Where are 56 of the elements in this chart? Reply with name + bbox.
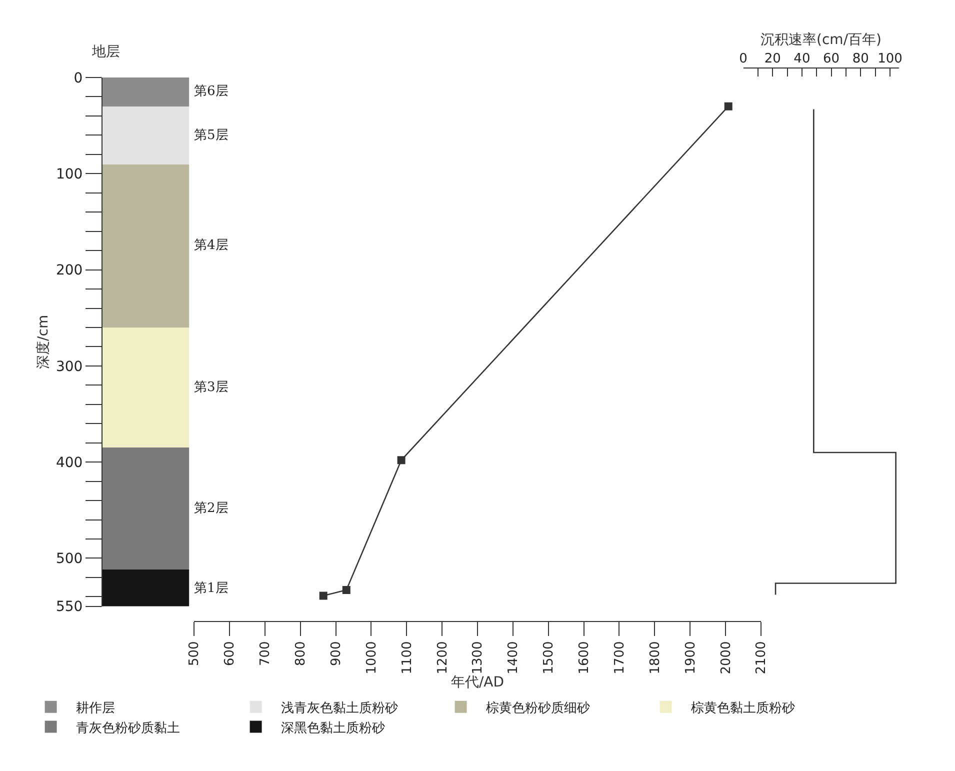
x-tick-label: 700 [258,641,274,666]
x-tick-label: 2000 [718,641,734,674]
y-tick-label: 400 [56,454,83,471]
legend-label: 深黑色黏土质粉砂 [280,720,385,736]
y-tick-label: 500 [56,551,83,568]
legend-label: 耕作层 [76,700,115,716]
legend-label: 棕黄色粉砂质细砂 [486,700,590,716]
bar [102,106,190,165]
x-tick-label: 1600 [577,641,592,674]
x-axis-title: 年代/AD [450,674,504,690]
x-tick-label: 1800 [648,641,663,674]
annotation: 第1层 [194,581,228,596]
x-tick-label: 1900 [683,641,698,674]
y-tick-label: 0 [74,70,83,86]
x-tick-label: 1100 [400,641,415,674]
annotation: 第3层 [194,380,228,395]
bar [102,328,190,448]
point [319,592,328,600]
x-tick-label: 900 [328,641,344,666]
annotation: 第2层 [194,501,228,516]
annotation: 第6层 [194,84,228,99]
x-tick-label: 20 [764,52,781,67]
annotation: 第5层 [194,128,228,143]
y-tick-label: 300 [56,358,83,375]
x-axis-title: 沉积速率(cm/百年) [760,32,882,48]
y-tick-label: 100 [56,166,83,183]
chart-title: 地层 [91,44,120,60]
legend-label: 棕黄色黏土质粉砂 [690,700,795,716]
x-tick-label: 2100 [754,641,770,674]
x-tick-label: 500 [187,641,202,666]
bar [102,78,190,107]
x-tick-label: 1200 [435,641,450,674]
x-tick-label: 1000 [364,641,380,674]
x-tick-label: 80 [852,52,869,67]
point [724,102,732,110]
bar [102,448,190,570]
x-tick-label: 1300 [470,641,486,674]
annotation: 第4层 [194,238,228,253]
bar [102,570,190,606]
legend-label: 青灰色粉砂质黏土 [76,720,180,736]
x-tick-label: 600 [222,641,238,666]
x-tick-label: 1500 [542,641,557,674]
point [397,456,406,464]
x-tick-label: 0 [739,52,748,67]
y-tick-label: 200 [56,262,83,279]
y-tick-label: 550 [56,599,83,616]
x-tick-label: 1700 [612,641,628,674]
legend-label: 浅青灰色黏土质粉砂 [280,700,398,716]
x-tick-label: 60 [823,52,840,67]
bar [102,164,190,328]
x-tick-label: 40 [794,52,810,67]
x-tick-label: 100 [878,52,902,67]
x-tick-label: 1400 [506,641,522,674]
x-tick-label: 800 [294,641,309,666]
point [342,586,350,594]
y-axis-title: 深度/cm [36,314,52,369]
